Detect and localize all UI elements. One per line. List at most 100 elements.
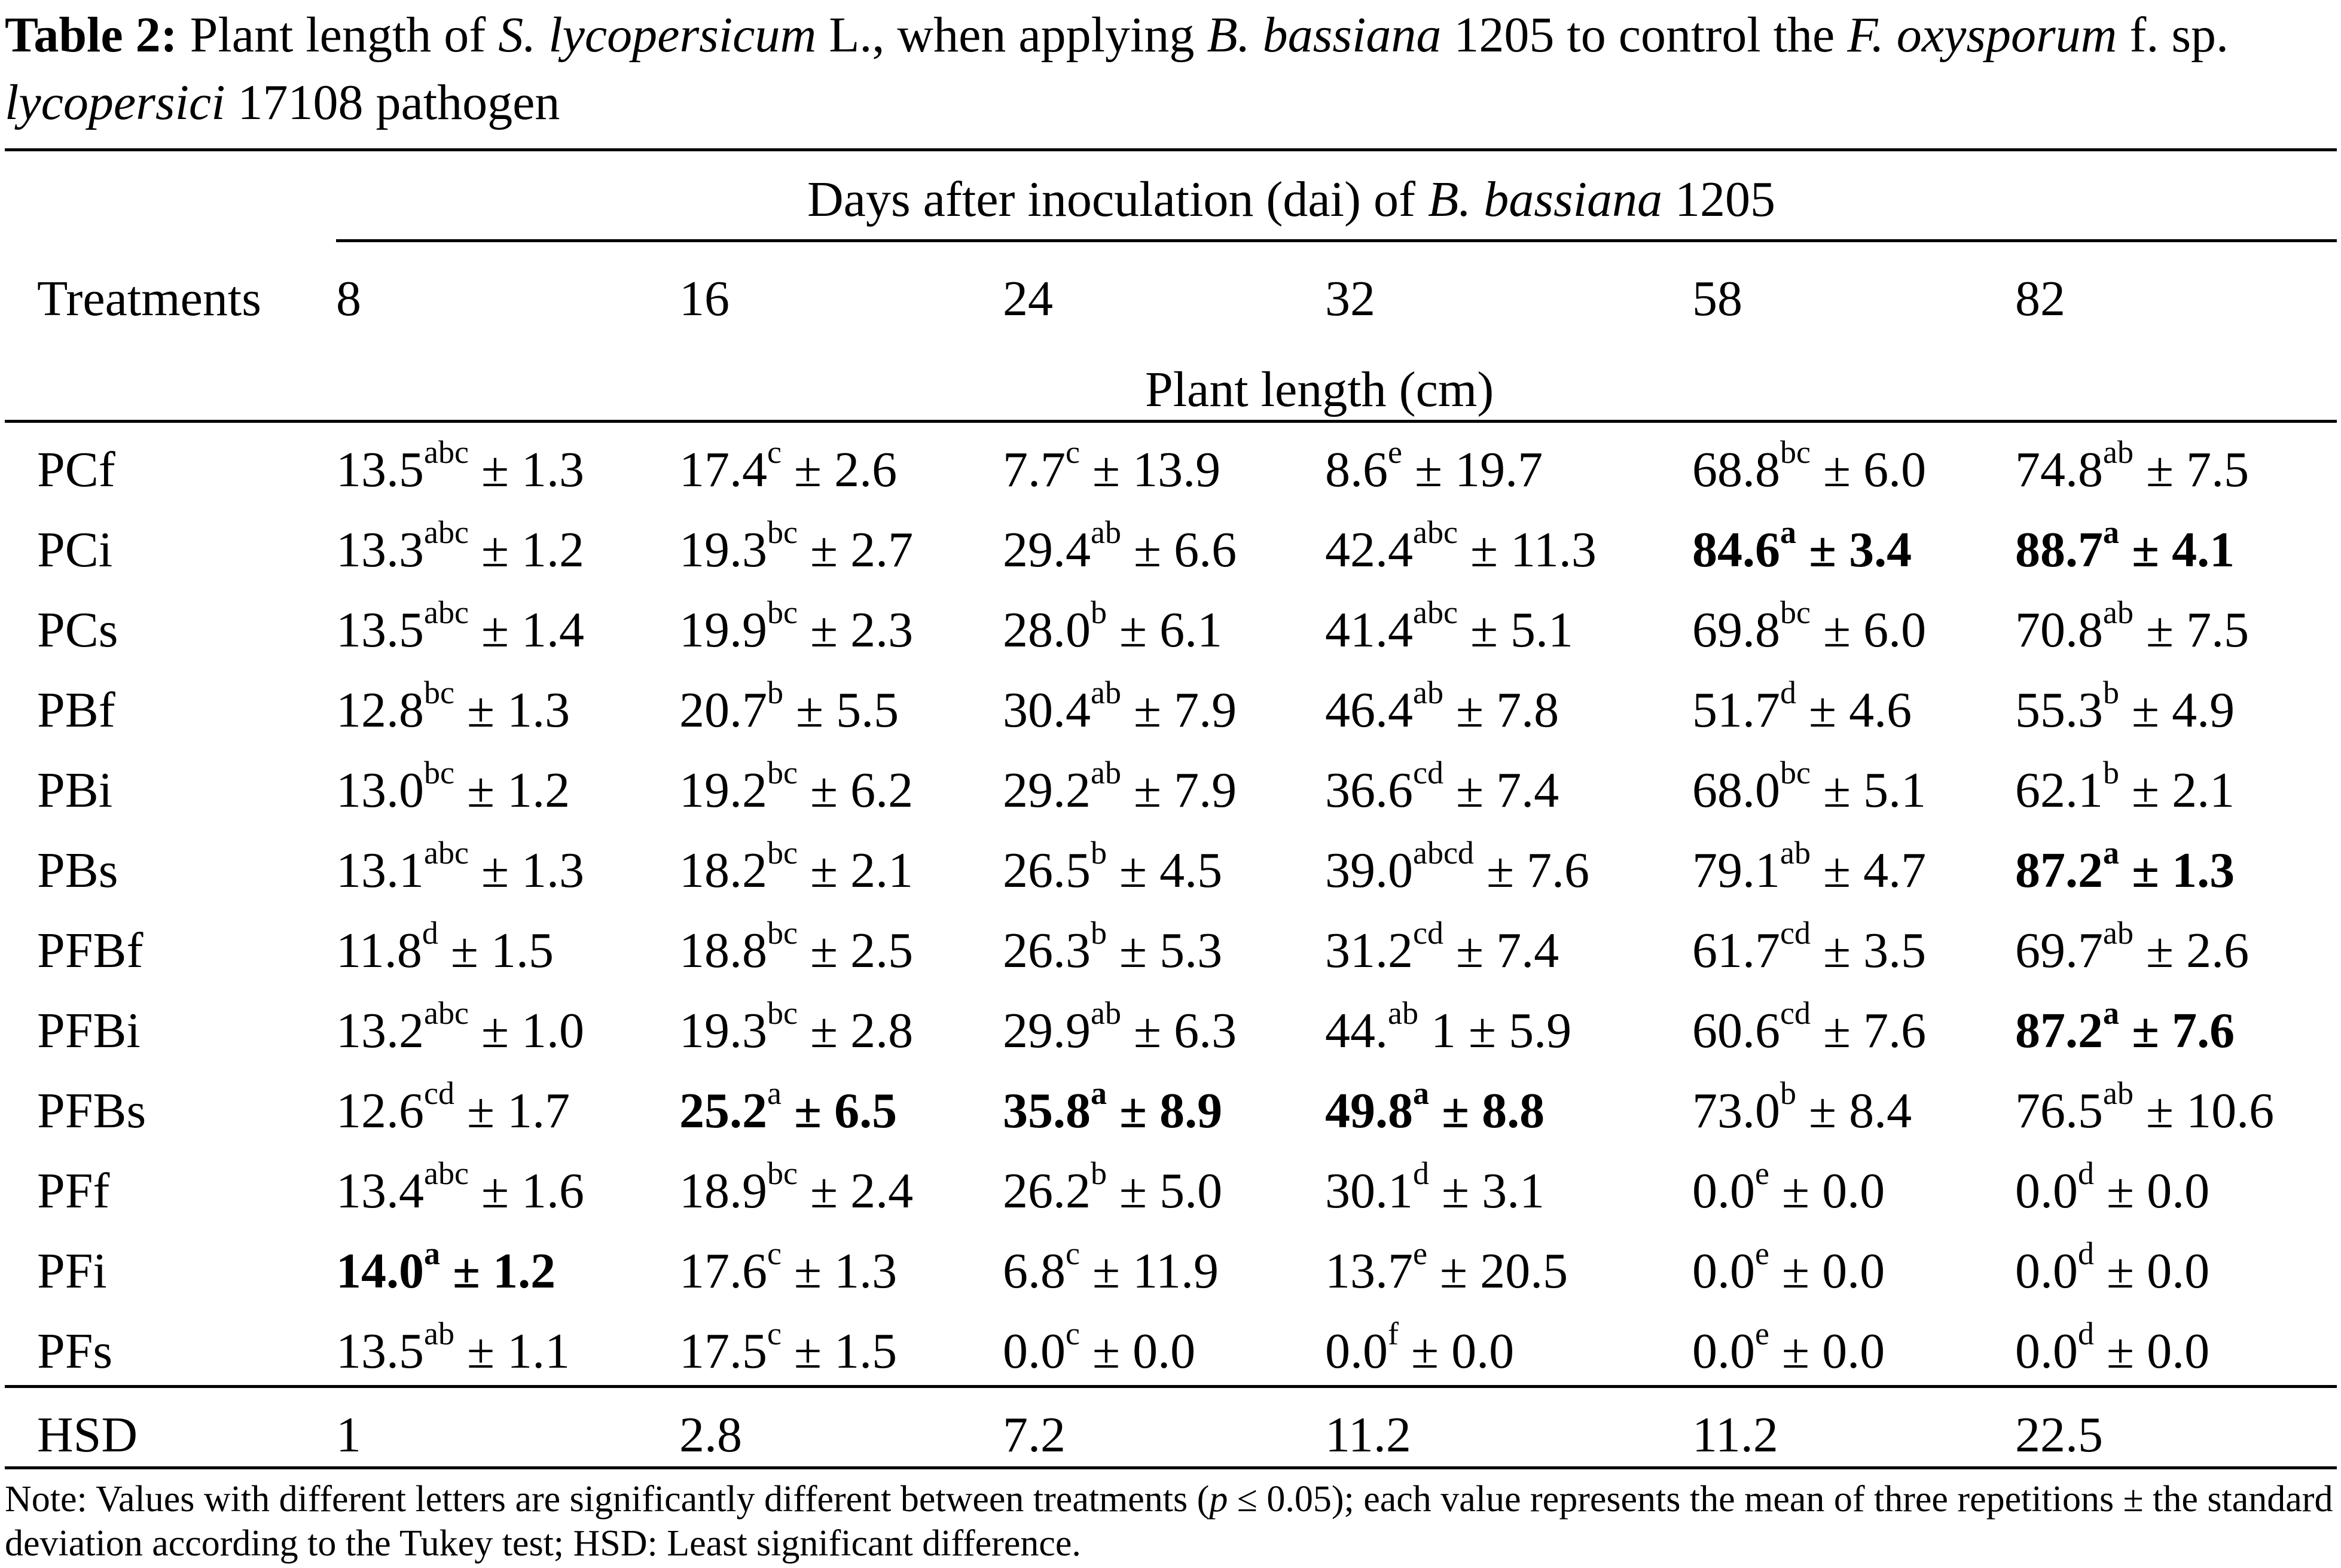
treatment-name: PBi — [37, 762, 113, 818]
table-cell: 0.0d ± 0.0 — [2015, 1155, 2210, 1219]
cell-letters: ab — [1091, 995, 1121, 1031]
cell-mean: 19.2 — [679, 762, 767, 818]
cell-sd: 1.3 — [2172, 843, 2235, 898]
cell-sd: 8.8 — [1482, 1083, 1545, 1139]
table-cell: 73.0b ± 8.4 — [1692, 1075, 1912, 1139]
table-cell: 13.2abc ± 1.0 — [336, 995, 585, 1058]
cell-letters: c — [767, 1316, 782, 1352]
treatment-name: PFBi — [37, 1003, 141, 1058]
cell-letters: ab — [1780, 835, 1811, 871]
hsd-value: 11.2 — [1692, 1407, 1778, 1463]
cell-letters: d — [2078, 1236, 2094, 1271]
cell-letters: abc — [1413, 514, 1458, 550]
table-cell: 87.2a ± 1.3 — [2015, 835, 2235, 898]
table-cell: 12.8bc ± 1.3 — [336, 675, 570, 738]
table-cell: 26.3b ± 5.3 — [1003, 915, 1223, 978]
cell-mean: 42.4 — [1325, 522, 1413, 578]
table-cell: 25.2a ± 6.5 — [679, 1075, 898, 1139]
table-cell: 20.7b ± 5.5 — [679, 675, 899, 738]
cell-letters: c — [767, 1236, 782, 1271]
cell-mean: 0.0 — [1692, 1243, 1755, 1299]
table-cell: 68.0bc ± 5.1 — [1692, 755, 1927, 818]
cell-sd: 1.2 — [521, 522, 585, 578]
caption-part: L., when applying — [816, 7, 1207, 63]
cell-letters: bc — [767, 915, 798, 951]
cell-mean: 0.0 — [2015, 1163, 2078, 1219]
cell-mean: 13.5 — [336, 602, 424, 658]
cell-mean: 29.2 — [1003, 762, 1091, 818]
cell-letters: f — [1388, 1316, 1399, 1352]
caption-part: f. sp. — [2117, 7, 2229, 63]
cell-sd: 0.0 — [2147, 1163, 2210, 1219]
cell-letters: bc — [767, 995, 798, 1031]
cell-sd: 1.2 — [507, 762, 570, 818]
cell-letters: bc — [767, 594, 798, 630]
cell-mean: 35.8 — [1003, 1083, 1091, 1139]
cell-letters: b — [2103, 675, 2119, 710]
cell-letters: b — [1091, 1155, 1107, 1191]
treatment-name: PFBf — [37, 923, 144, 978]
cell-sd: 1.3 — [507, 682, 570, 738]
table-cell: 6.8c ± 11.9 — [1003, 1236, 1219, 1299]
cell-sd: 1.1 — [507, 1323, 570, 1379]
cell-mean: 30.4 — [1003, 682, 1091, 738]
cell-letters: d — [2078, 1155, 2094, 1191]
table-cell: 49.8a ± 8.8 — [1325, 1075, 1545, 1139]
cell-sd: 8.4 — [1849, 1083, 1912, 1139]
table-cell: 0.0d ± 0.0 — [2015, 1236, 2210, 1299]
cell-letters: cd — [1780, 915, 1811, 951]
table-cell: 84.6a ± 3.4 — [1692, 514, 1912, 578]
cell-mean: 68.0 — [1692, 762, 1780, 818]
cell-mean: 14.0 — [336, 1243, 424, 1299]
top-rule — [5, 148, 2337, 151]
cell-letters: ab — [2103, 1075, 2134, 1111]
cell-sd: 5.1 — [1863, 762, 1927, 818]
cell-sd: 0.0 — [1451, 1323, 1515, 1379]
cell-letters: d — [1780, 675, 1796, 710]
table-cell: 35.8a ± 8.9 — [1003, 1075, 1223, 1139]
cell-sd: 1.0 — [521, 1003, 585, 1058]
cell-letters: bc — [424, 675, 454, 710]
table-cell: 60.6cd ± 7.6 — [1692, 995, 1927, 1058]
cell-sd: 2.6 — [834, 442, 898, 498]
cell-mean: 30.1 — [1325, 1163, 1413, 1219]
table-cell: 26.2b ± 5.0 — [1003, 1155, 1223, 1219]
cell-letters: bc — [767, 835, 798, 871]
cell-sd: 0.0 — [1822, 1323, 1885, 1379]
caption-part: S. lycopersicum — [498, 7, 817, 63]
treatments-header: Treatments — [37, 271, 261, 327]
table-cell: 0.0e ± 0.0 — [1692, 1236, 1885, 1299]
cell-mean: 0.0 — [1325, 1323, 1388, 1379]
cell-letters: ab — [424, 1316, 454, 1352]
cell-sd: 7.4 — [1496, 762, 1559, 818]
cell-sd: 3.4 — [1849, 522, 1912, 578]
hsd-value: 22.5 — [2015, 1407, 2103, 1463]
table-cell: 61.7cd ± 3.5 — [1692, 915, 1927, 978]
cell-letters: e — [1413, 1236, 1427, 1271]
table-cell: 68.8bc ± 6.0 — [1692, 434, 1927, 498]
cell-sd: 7.6 — [2172, 1003, 2235, 1058]
cell-mean: 51.7 — [1692, 682, 1780, 738]
cell-letters: cd — [424, 1075, 454, 1111]
cell-mean: 18.8 — [679, 923, 767, 978]
cell-sd: 0.0 — [1822, 1163, 1885, 1219]
cell-mean: 17.6 — [679, 1243, 767, 1299]
cell-mean: 29.9 — [1003, 1003, 1091, 1058]
table-cell: 17.6c ± 1.3 — [679, 1236, 898, 1299]
day-header: 24 — [1003, 271, 1053, 327]
cell-sd: 5.5 — [836, 682, 899, 738]
cell-mean: 11.8 — [336, 923, 422, 978]
cell-mean: 18.9 — [679, 1163, 767, 1219]
caption-part: B. bassiana — [1207, 7, 1442, 63]
cell-letters: c — [767, 434, 782, 470]
cell-sd: 13.9 — [1133, 442, 1221, 498]
cell-mean: 36.6 — [1325, 762, 1413, 818]
table-cell: 29.4ab ± 6.6 — [1003, 514, 1237, 578]
cell-sd: 1.3 — [834, 1243, 898, 1299]
cell-sd: 7.8 — [1496, 682, 1559, 738]
table-cell: 14.0a ± 1.2 — [336, 1236, 556, 1299]
treatment-name: PBs — [37, 843, 118, 898]
treatment-name: PCf — [37, 442, 115, 498]
cell-mean: 0.0 — [2015, 1323, 2078, 1379]
cell-mean: 55.3 — [2015, 682, 2103, 738]
